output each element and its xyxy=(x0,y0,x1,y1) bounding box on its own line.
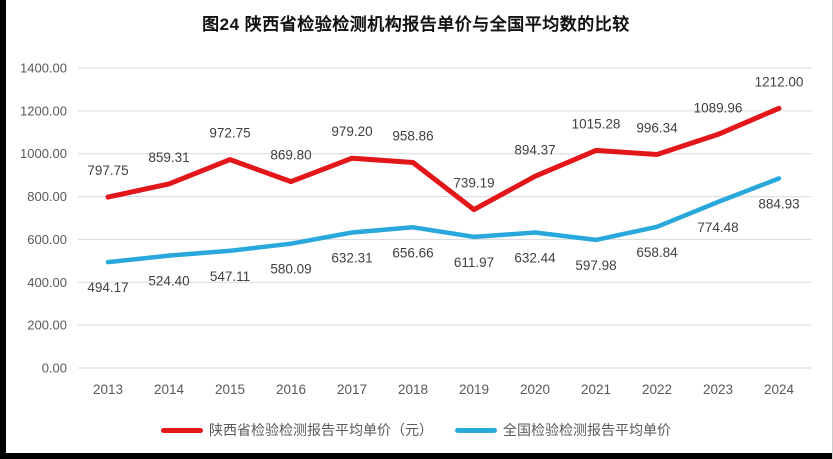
line-chart-plot-area: 0.00 200.00 400.00 600.00 800.00 1000.00 1200.… xyxy=(20,61,812,397)
x-axis-tick-label: 2022 xyxy=(642,382,672,397)
legend-label-shaanxi: 陕西省检验检测报告平均单价（元） xyxy=(209,422,433,438)
data-label: 774.48 xyxy=(697,220,738,235)
data-label: 894.37 xyxy=(514,142,555,157)
y-axis-tick-label: 600.00 xyxy=(27,232,67,247)
y-axis-tick-label: 200.00 xyxy=(27,318,67,333)
data-label: 1089.96 xyxy=(694,100,743,115)
legend-label-national: 全国检验检测报告平均单价 xyxy=(503,422,671,438)
data-label: 739.19 xyxy=(453,176,494,191)
legend-item-national: 全国检验检测报告平均单价 xyxy=(455,420,671,440)
data-label: 972.75 xyxy=(209,126,250,141)
data-label: 632.31 xyxy=(331,251,372,266)
x-axis-tick-label: 2015 xyxy=(215,382,245,397)
data-label: 611.97 xyxy=(454,255,494,270)
y-axis-tick-label: 800.00 xyxy=(27,189,67,204)
scan-border-bottom xyxy=(0,453,832,459)
national-series-line xyxy=(105,176,782,265)
data-label: 547.11 xyxy=(210,269,250,284)
data-label: 884.93 xyxy=(758,196,799,211)
data-label: 597.98 xyxy=(575,258,616,273)
x-axis-tick-label: 2023 xyxy=(703,382,733,397)
data-label: 524.40 xyxy=(148,274,189,289)
x-axis-tick-label: 2014 xyxy=(154,382,185,397)
data-label: 1015.28 xyxy=(572,116,621,131)
data-label: 494.17 xyxy=(87,280,128,295)
data-label: 797.75 xyxy=(87,163,128,178)
legend-red-line-swatch xyxy=(161,427,203,433)
x-axis-tick-label: 2018 xyxy=(398,382,428,397)
chart-legend: 陕西省检验检测报告平均单价（元） 全国检验检测报告平均单价 xyxy=(0,420,832,440)
x-axis-tick-label: 2020 xyxy=(520,382,550,397)
data-label: 632.44 xyxy=(514,250,556,265)
data-label: 996.34 xyxy=(636,120,678,135)
x-axis-tick-label: 2021 xyxy=(581,382,611,397)
y-axis-tick-label: 1400.00 xyxy=(20,61,67,76)
y-axis-tick-label: 1200.00 xyxy=(20,103,67,118)
x-axis-tick-label: 2013 xyxy=(93,382,123,397)
x-axis-tick-label: 2017 xyxy=(337,382,367,397)
y-axis-tick-label: 0.00 xyxy=(42,361,67,376)
chart-title: 图24 陕西省检验检测机构报告单价与全国平均数的比较 xyxy=(202,15,630,34)
legend-blue-line-swatch xyxy=(455,427,497,433)
x-axis-tick-label: 2019 xyxy=(459,382,489,397)
y-axis-tick-label: 400.00 xyxy=(27,275,67,290)
legend-item-shaanxi: 陕西省检验检测报告平均单价（元） xyxy=(161,420,433,440)
data-label: 869.80 xyxy=(270,148,311,163)
data-label: 656.66 xyxy=(392,245,433,260)
y-axis-tick-label: 1000.00 xyxy=(20,146,67,161)
scan-border-left xyxy=(0,0,6,459)
data-label: 979.20 xyxy=(331,124,372,139)
x-axis-tick-label: 2016 xyxy=(276,382,306,397)
data-label: 958.86 xyxy=(392,129,433,144)
data-label: 1212.00 xyxy=(755,74,804,89)
data-label: 580.09 xyxy=(270,262,311,277)
data-label: 859.31 xyxy=(148,150,189,165)
x-axis-tick-label: 2024 xyxy=(764,382,795,397)
shaanxi-series-line xyxy=(105,105,782,213)
data-label: 658.84 xyxy=(636,245,678,260)
